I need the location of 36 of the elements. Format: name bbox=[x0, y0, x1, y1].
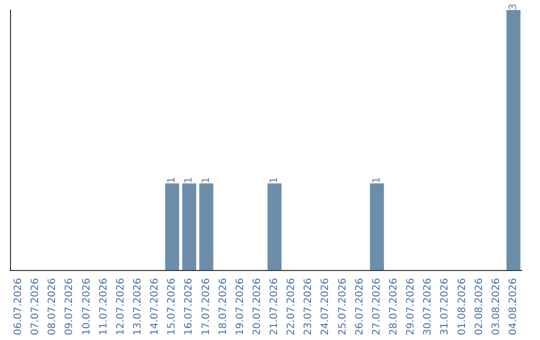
x-tick-label: 12.07.2026 bbox=[115, 278, 126, 336]
data-label: 1 bbox=[371, 176, 382, 184]
x-tick-label: 24.07.2026 bbox=[320, 278, 332, 336]
x-tick-label: 14.07.2026 bbox=[150, 278, 161, 336]
x-tick-label: 10.07.2026 bbox=[81, 278, 92, 336]
x-tick-label: 26.07.2026 bbox=[354, 278, 366, 336]
x-tick-label: 19.07.2026 bbox=[234, 278, 246, 336]
x-tick-label: 28.07.2026 bbox=[388, 278, 400, 336]
data-label: 1 bbox=[269, 176, 280, 184]
data-label: 1 bbox=[200, 176, 212, 184]
x-tick-label: 15.07.2026 bbox=[166, 278, 178, 336]
x-tick-label: 09.07.2026 bbox=[64, 278, 76, 336]
x-tick-label: 03.08.2026 bbox=[490, 278, 502, 336]
x-tick-label: 20.07.2026 bbox=[252, 278, 263, 336]
x-tick-label: 06.07.2026 bbox=[13, 278, 24, 336]
x-tick-label: 21.07.2026 bbox=[269, 278, 280, 336]
x-tick-label: 31.07.2026 bbox=[440, 278, 451, 336]
x-tick-label: 18.07.2026 bbox=[218, 278, 229, 336]
x-tick-label: 29.07.2026 bbox=[406, 278, 417, 336]
x-tick-label: 13.07.2026 bbox=[132, 278, 144, 336]
x-tick-label: 25.07.2026 bbox=[337, 278, 348, 336]
x-tick-label: 07.07.2026 bbox=[30, 278, 42, 336]
x-tick-label: 04.08.2026 bbox=[508, 278, 519, 336]
x-tick-label: 08.07.2026 bbox=[47, 278, 58, 336]
x-tick-label: 02.08.2026 bbox=[474, 278, 485, 336]
x-tick-label: 23.07.2026 bbox=[303, 278, 314, 336]
x-tick-label: 17.07.2026 bbox=[200, 278, 212, 336]
x-tick-label: 30.07.2026 bbox=[422, 278, 434, 336]
x-tick-label: 27.07.2026 bbox=[371, 278, 382, 336]
data-label: 1 bbox=[166, 176, 178, 184]
x-tick-label: 01.08.2026 bbox=[456, 278, 468, 336]
x-tick-label: 22.07.2026 bbox=[286, 278, 298, 336]
x-tick-label: 11.07.2026 bbox=[98, 278, 110, 336]
x-tick-label: 16.07.2026 bbox=[184, 278, 195, 336]
data-label: 1 bbox=[184, 176, 195, 184]
data-label: 3 bbox=[508, 4, 519, 10]
